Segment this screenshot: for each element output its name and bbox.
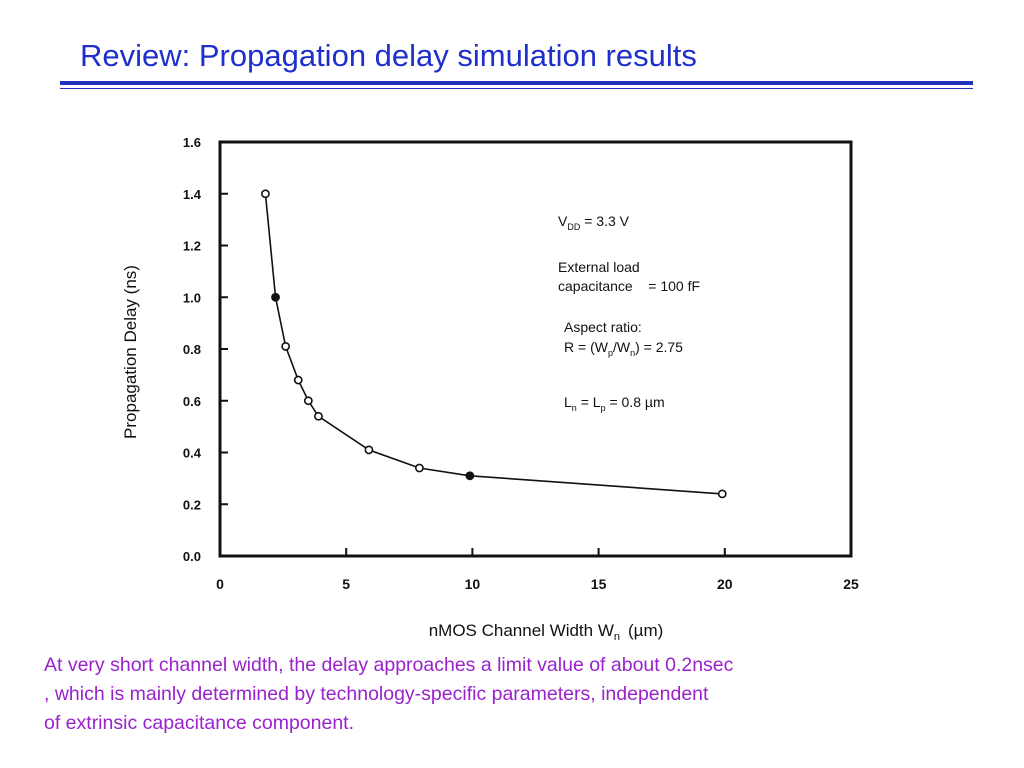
data-point: [281, 342, 291, 351]
annotation-load-line2: capacitance = 100 fF: [558, 278, 700, 294]
x-tick-label: 20: [717, 576, 733, 592]
annotation-ratio-line1: Aspect ratio:: [564, 319, 642, 335]
data-point: [314, 411, 323, 421]
x-tick-label: 15: [591, 576, 607, 592]
data-point: [717, 489, 727, 499]
y-tick-label: 0.6: [183, 394, 201, 409]
annotation-block: VDD = 3.3 V External load capacitance = …: [558, 213, 700, 413]
caption-line-2: , which is mainly determined by technolo…: [44, 683, 709, 705]
data-point: [261, 189, 270, 199]
y-axis-label: Propagation Delay (ns): [121, 265, 140, 439]
title-divider-thin: [60, 88, 973, 89]
y-tick-label: 0.4: [183, 446, 202, 461]
series-group: [261, 189, 727, 499]
data-point: [271, 292, 280, 302]
y-tick-label: 1.2: [183, 239, 201, 254]
x-tick-label: 0: [216, 576, 224, 592]
data-point: [293, 375, 303, 385]
y-tick-label: 1.0: [183, 290, 201, 305]
plot-frame: [218, 140, 853, 558]
x-tick-label: 5: [342, 576, 350, 592]
series-line: [264, 193, 723, 495]
x-axis-label-sub: n: [614, 631, 620, 640]
plot-border: [218, 140, 853, 558]
y-tick-label: 0.8: [183, 342, 201, 357]
x-tick-label: 25: [843, 576, 859, 592]
delay-chart: 0.0 0.2 0.4 0.6 0.8 1.0 1.2 1.4 1.6 0 5 10 15 20 25 P…: [121, 135, 859, 640]
annotation-length: Ln = Lp = 0.8 µm: [564, 394, 665, 413]
data-point: [303, 396, 313, 406]
caption: At very short channel width, the delay a…: [44, 651, 974, 738]
x-axis-label: nMOS Channel Width Wn (µm): [429, 621, 664, 640]
data-point: [465, 471, 475, 481]
y-tick-label: 1.4: [183, 187, 202, 202]
caption-line-1: At very short channel width, the delay a…: [44, 654, 734, 676]
y-tick-label: 0.0: [183, 549, 201, 564]
y-tick-label: 1.6: [183, 135, 201, 150]
x-axis-label-unit: (µm): [628, 621, 663, 640]
slide-title: Review: Propagation delay simulation res…: [80, 38, 697, 73]
data-point: [414, 463, 424, 473]
y-tick-label: 0.2: [183, 497, 201, 512]
x-tick-label: 10: [465, 576, 481, 592]
y-axis-ticks: 0.0 0.2 0.4 0.6 0.8 1.0 1.2 1.4 1.6: [183, 135, 228, 564]
data-point: [364, 445, 374, 455]
annotation-load-line1: External load: [558, 259, 640, 275]
title-divider-thick: [60, 81, 973, 85]
x-axis-label-main: nMOS Channel Width W: [429, 621, 614, 640]
annotation-vcc: VDD = 3.3 V: [558, 213, 630, 232]
annotation-ratio-line2: R = (Wp/Wn) = 2.75: [564, 339, 683, 358]
caption-line-3: of extrinsic capacitance component.: [44, 712, 355, 734]
x-axis-ticks: 0 5 10 15 20 25: [216, 548, 859, 592]
